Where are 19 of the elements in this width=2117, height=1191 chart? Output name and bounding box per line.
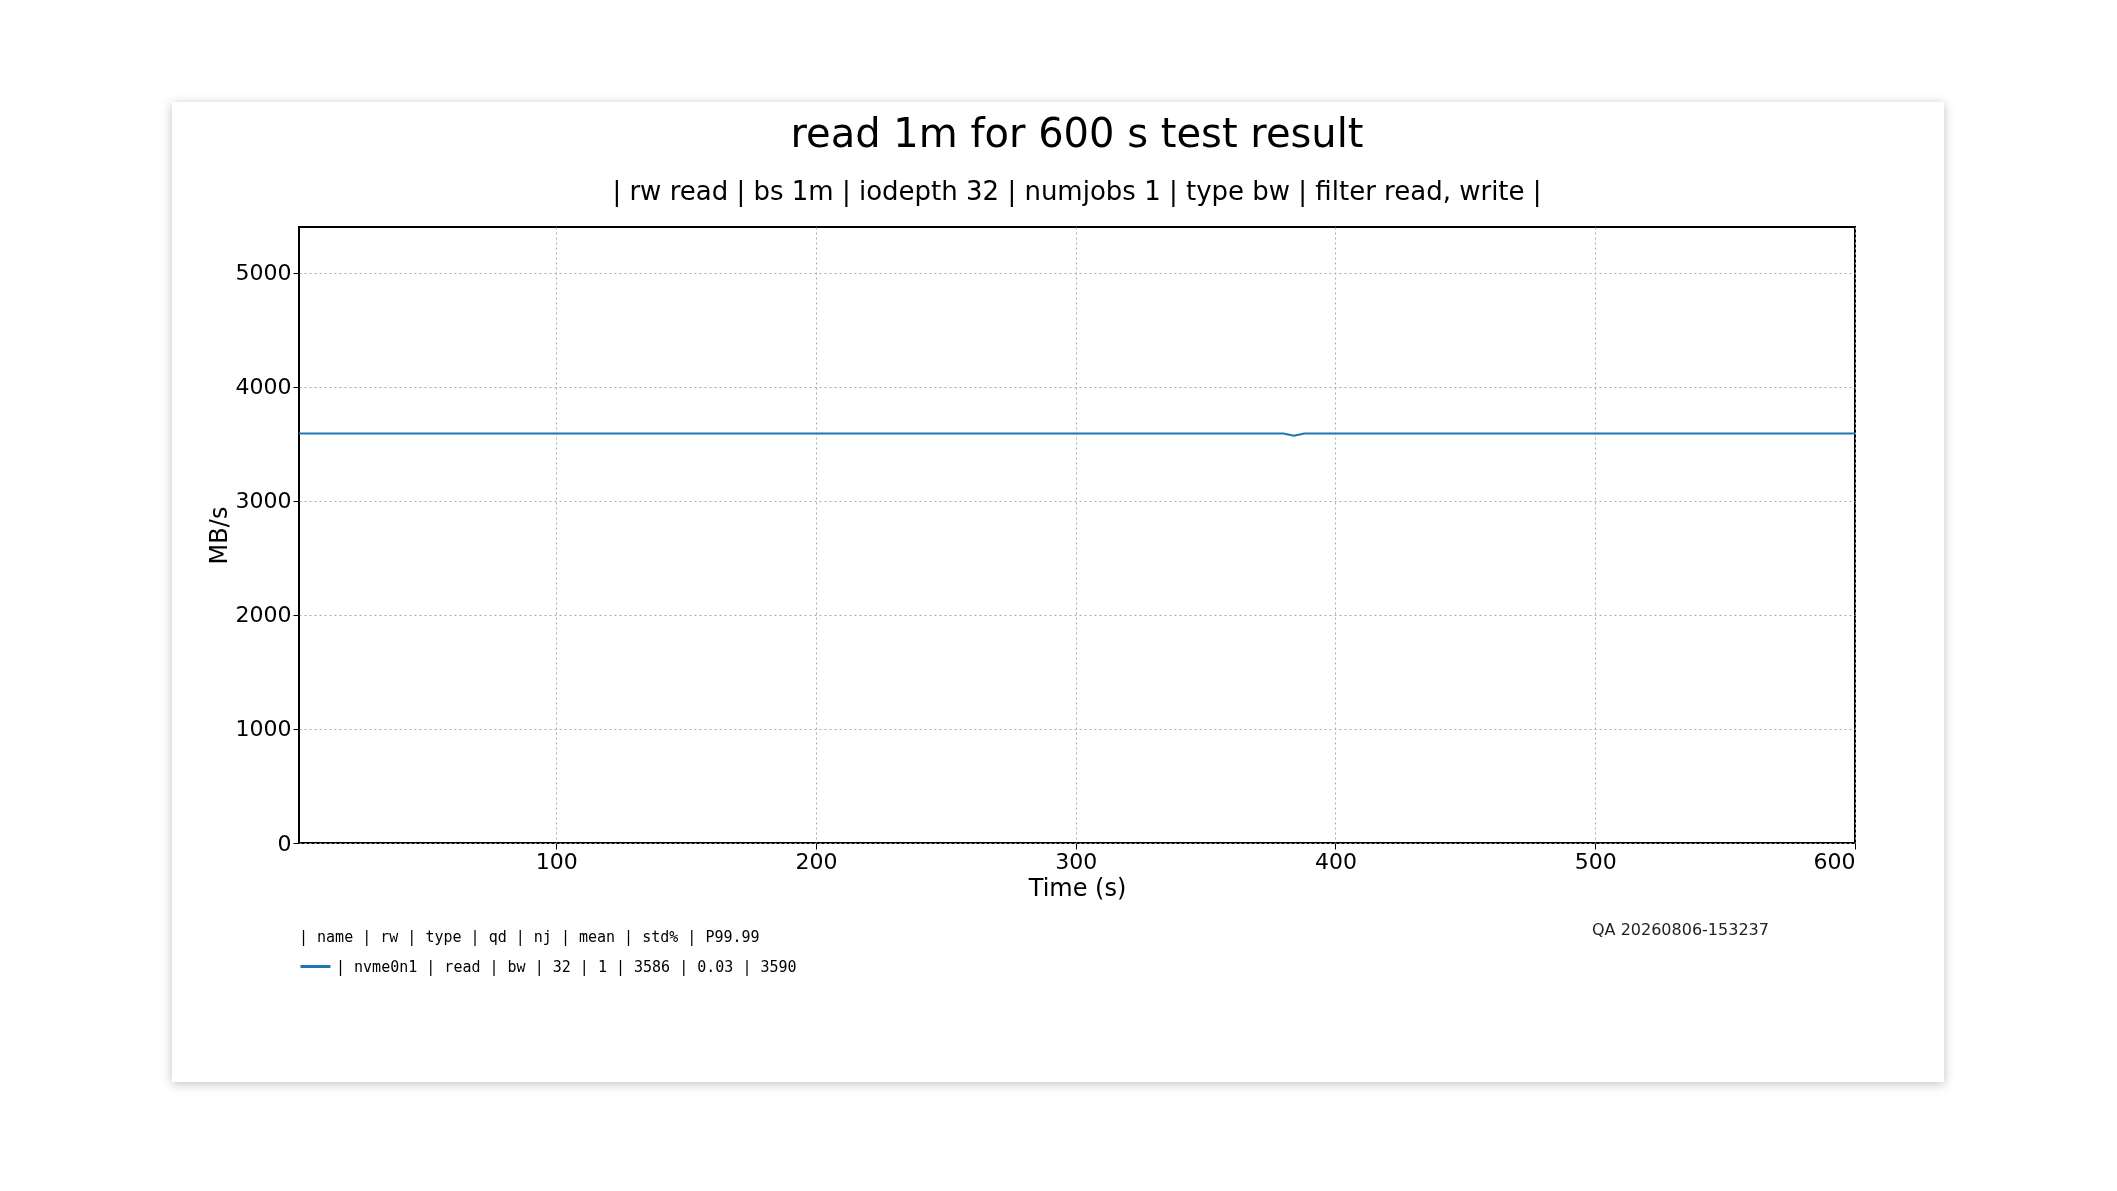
x-tick-label: 200 xyxy=(795,848,838,874)
x-tick-label: 400 xyxy=(1314,848,1357,874)
y-tick-label: 4000 xyxy=(235,374,292,400)
legend-label: | nvme0n1 | read | bw | 32 | 1 | 3586 | 0.03 | 3590 xyxy=(336,957,797,976)
y-tick-label: 1000 xyxy=(235,716,292,742)
y-axis-title: MB/s xyxy=(204,506,233,565)
x-tick-label: 600 xyxy=(1813,848,1856,874)
legend-title: | name | rw | type | qd | nj | mean | std% | P99.99 xyxy=(299,928,760,946)
chart-subtitle: | rw read | bs 1m | iodepth 32 | numjobs 1 | type bw | filter read, write | xyxy=(612,176,1542,207)
y-tick-label: 3000 xyxy=(235,488,292,514)
text: QA 20260806-153237 xyxy=(1592,920,1769,939)
y-tick-label: 2000 xyxy=(235,602,292,628)
x-tick-label: 100 xyxy=(535,848,578,874)
x-tick-label: 300 xyxy=(1055,848,1098,874)
chart-title: read 1m for 600 s test result xyxy=(790,110,1364,156)
y-tick-label: 5000 xyxy=(235,260,292,286)
x-axis-title: Time (s) xyxy=(1027,873,1127,902)
y-tick-label: 0 xyxy=(277,830,292,856)
x-tick-label: 500 xyxy=(1574,848,1617,874)
